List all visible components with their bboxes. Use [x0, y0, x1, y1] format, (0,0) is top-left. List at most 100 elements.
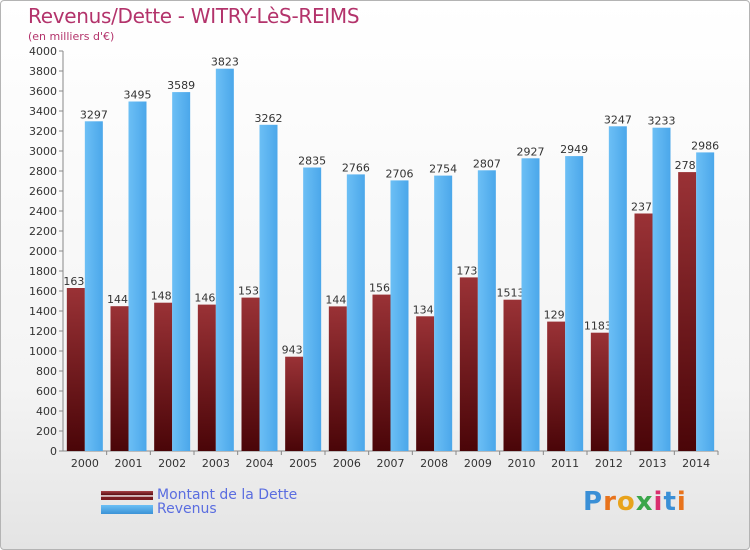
data-label-debt: 129	[544, 309, 565, 322]
bar-revenue	[172, 92, 191, 451]
legend-label-debt: Montant de la Dette	[157, 487, 298, 503]
bar-revenue	[608, 126, 627, 452]
logo-letter: t	[663, 487, 677, 517]
x-tick-label: 2010	[508, 457, 536, 470]
bar-revenue	[390, 180, 409, 451]
y-tick-label: 3200	[29, 125, 57, 138]
data-label-debt: 278	[675, 159, 696, 172]
data-label-revenue: 3262	[255, 112, 283, 125]
bar-debt	[328, 306, 347, 451]
y-tick-label: 1000	[29, 345, 57, 358]
data-label-debt: 146	[194, 292, 215, 305]
bar-debt	[678, 172, 697, 451]
bar-debt	[241, 297, 260, 451]
data-label-revenue: 3233	[648, 115, 676, 128]
y-tick-label: 1400	[29, 305, 57, 318]
bar-debt	[590, 332, 609, 451]
bar-revenue	[696, 152, 715, 451]
logo-letter: i	[653, 487, 664, 517]
x-tick-label: 2013	[639, 457, 667, 470]
data-label-debt: 156	[369, 282, 390, 295]
bar-revenue	[434, 175, 453, 451]
bar-revenue	[215, 68, 234, 451]
legend-item-debt: Montant de la Dette	[101, 487, 401, 504]
data-label-debt: 134	[413, 303, 434, 316]
data-label-revenue: 2986	[691, 139, 719, 152]
data-label-debt: 144	[325, 293, 346, 306]
data-label-revenue: 2835	[298, 155, 326, 168]
bar-revenue	[521, 158, 540, 452]
x-tick-label: 2009	[464, 457, 492, 470]
y-tick-label: 3400	[29, 105, 57, 118]
data-label-revenue: 3589	[167, 79, 195, 92]
legend-swatch-debt	[101, 491, 153, 500]
chart-title: Revenus/Dette - WITRY-LèS-REIMS	[28, 4, 360, 28]
y-tick-label: 2200	[29, 225, 57, 238]
y-tick-label: 2400	[29, 205, 57, 218]
data-label-debt: 237	[631, 201, 652, 214]
y-tick-label: 0	[50, 445, 57, 458]
bar-revenue	[652, 127, 671, 451]
bar-debt	[459, 277, 478, 451]
data-label-revenue: 3247	[604, 113, 632, 126]
y-tick-label: 2600	[29, 185, 57, 198]
bar-revenue	[346, 174, 365, 451]
data-label-debt: 943	[282, 344, 303, 357]
x-tick-label: 2004	[246, 457, 274, 470]
y-tick-label: 800	[36, 365, 57, 378]
data-label-revenue: 3297	[80, 108, 108, 121]
bar-debt	[547, 321, 566, 451]
x-tick-label: 2001	[115, 457, 143, 470]
logo-letter: P	[583, 487, 604, 517]
data-label-debt: 1183	[584, 320, 612, 333]
y-tick-label: 4000	[29, 45, 57, 58]
data-label-revenue: 2766	[342, 161, 370, 174]
bar-revenue	[84, 121, 103, 452]
y-tick-label: 3800	[29, 65, 57, 78]
y-tick-label: 200	[36, 425, 57, 438]
y-tick-label: 600	[36, 385, 57, 398]
logo-letter: x	[635, 487, 654, 517]
bar-debt	[110, 306, 129, 451]
data-label-debt: 148	[151, 290, 172, 303]
x-tick-label: 2002	[158, 457, 186, 470]
bar-revenue	[259, 124, 278, 452]
bar-debt	[634, 213, 653, 451]
bar-debt	[416, 316, 435, 451]
bar-debt	[285, 356, 304, 451]
y-tick-label: 1800	[29, 265, 57, 278]
bar-debt	[154, 302, 173, 451]
bar-revenue	[303, 167, 322, 451]
data-label-revenue: 2706	[386, 167, 414, 180]
y-tick-label: 400	[36, 405, 57, 418]
x-tick-label: 2011	[551, 457, 579, 470]
x-tick-label: 2005	[289, 457, 317, 470]
y-tick-label: 3600	[29, 85, 57, 98]
data-label-debt: 163	[63, 275, 84, 288]
x-tick-label: 2014	[682, 457, 710, 470]
y-tick-label: 1200	[29, 325, 57, 338]
y-tick-label: 3000	[29, 145, 57, 158]
data-label-debt: 144	[107, 293, 128, 306]
x-tick-label: 2008	[420, 457, 448, 470]
legend-label-revenue: Revenus	[157, 501, 217, 517]
x-tick-label: 2003	[202, 457, 230, 470]
bar-debt	[66, 288, 85, 451]
y-tick-label: 2800	[29, 165, 57, 178]
legend-item-revenue: Revenus	[101, 501, 401, 518]
data-label-revenue: 2949	[560, 143, 588, 156]
x-tick-label: 2007	[377, 457, 405, 470]
y-tick-label: 1600	[29, 285, 57, 298]
logo-letter: o	[616, 487, 636, 517]
x-tick-label: 2000	[71, 457, 99, 470]
bar-debt	[503, 299, 522, 451]
data-label-revenue: 3823	[211, 56, 239, 69]
bar-debt	[372, 294, 391, 451]
data-label-revenue: 2807	[473, 157, 501, 170]
logo-letter: i	[676, 487, 687, 517]
proxiti-logo: Proxiti	[583, 487, 687, 517]
x-tick-label: 2006	[333, 457, 361, 470]
logo-letter: r	[603, 487, 617, 517]
